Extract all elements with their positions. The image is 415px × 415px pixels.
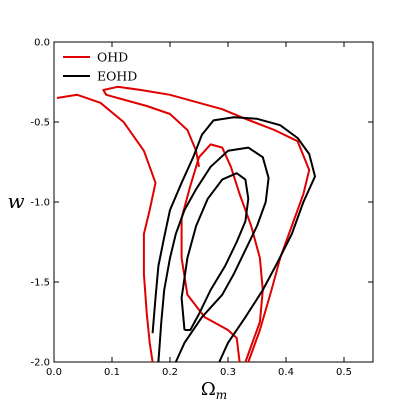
- y-tick-label: -2.0: [30, 358, 50, 369]
- contour-line-eohd: [157, 146, 270, 363]
- legend: OHD EOHD: [63, 50, 137, 84]
- contour-line-eohd: [151, 116, 316, 363]
- axis-ticks: 0.0 0.1 0.2 0.3 0.4 0.5 0.0 -0.5 -1.0 -1.5 -2.0: [30, 38, 373, 378]
- y-axis-title: w: [7, 189, 24, 213]
- plot-frame: [53, 41, 374, 363]
- legend-label-eohd: EOHD: [97, 69, 137, 84]
- x-tick-label: 0.5: [336, 367, 352, 378]
- x-tick-label: 0.1: [104, 367, 120, 378]
- contour-line-ohd: [102, 85, 311, 363]
- y-tick-label: -0.5: [30, 118, 50, 129]
- x-tick-label: 0.4: [278, 367, 294, 378]
- y-tick-label: -1.5: [30, 278, 50, 289]
- y-tick-label: -1.0: [30, 198, 50, 209]
- x-tick-label: 0.2: [162, 367, 178, 378]
- legend-label-ohd: OHD: [97, 50, 128, 65]
- contour-line-eohd: [180, 172, 250, 331]
- x-tick-label: 0.3: [220, 367, 236, 378]
- contour-lines: [56, 85, 316, 363]
- y-tick-label: 0.0: [34, 38, 50, 49]
- axes-frame: [53, 41, 374, 363]
- contour-line-ohd: [56, 93, 157, 363]
- x-tick-label: 0.0: [46, 367, 62, 378]
- x-axis-title: Ωm: [201, 379, 227, 402]
